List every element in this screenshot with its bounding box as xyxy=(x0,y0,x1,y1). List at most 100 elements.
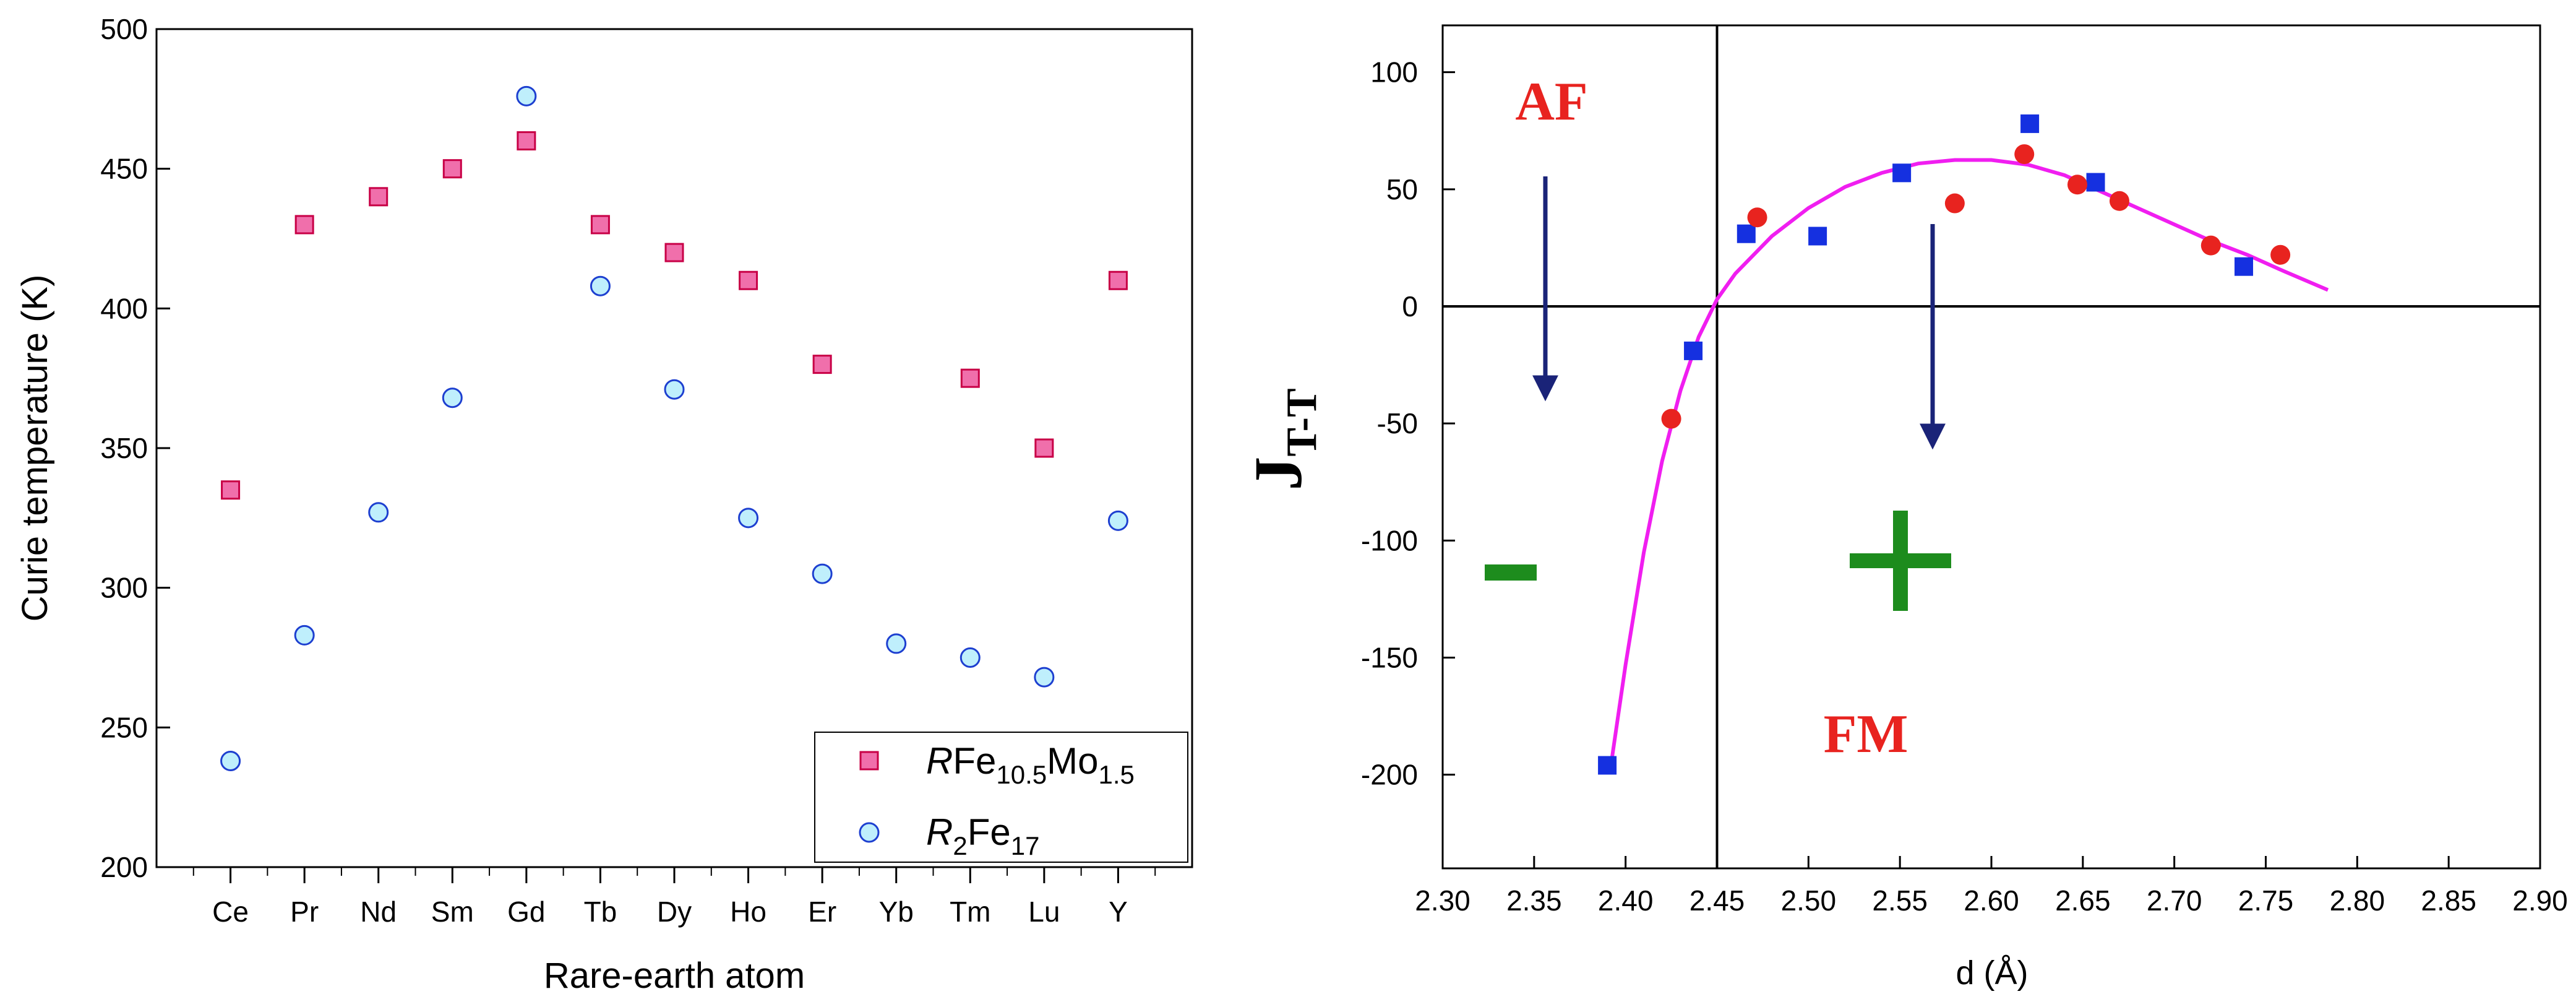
x-tick-label: 2.55 xyxy=(1872,884,1928,917)
x-tick-label: 2.35 xyxy=(1506,884,1562,917)
y-tick-label: -100 xyxy=(1361,524,1418,556)
square-point xyxy=(2235,257,2254,276)
data-marks xyxy=(220,85,1128,771)
x-tick-label: Yb xyxy=(879,896,914,928)
y-axis-label-main: J xyxy=(1240,457,1316,491)
fit-curve xyxy=(1609,158,2329,766)
circle-point xyxy=(368,502,389,523)
legend-label-italic: R xyxy=(926,811,953,853)
annotation-fm: FM xyxy=(1824,704,1908,764)
circle-point xyxy=(1944,193,1965,214)
circle-point xyxy=(294,625,315,646)
square-point xyxy=(1737,224,1756,243)
x-tick-label: 2.45 xyxy=(1689,884,1745,917)
square-point xyxy=(369,187,389,207)
square-point xyxy=(1034,438,1054,458)
y-tick-label: 100 xyxy=(1370,56,1418,89)
square-point xyxy=(1598,756,1617,775)
x-tick-label: Dy xyxy=(657,896,692,928)
y-tick-label: 0 xyxy=(1402,290,1418,322)
x-axis-ticks: Ce Pr Nd Sm Gd Tb Dy Ho Er Yb Tm Lu Y xyxy=(192,867,1156,928)
plot-frame xyxy=(1441,24,2541,870)
circle-point xyxy=(812,563,833,584)
x-tick-label: Ce xyxy=(212,896,249,928)
x-tick-label: Pr xyxy=(290,896,319,928)
data-marks xyxy=(1598,114,2291,775)
x-tick-label: Nd xyxy=(360,896,397,928)
square-point xyxy=(739,270,758,290)
circle-point xyxy=(1747,207,1767,228)
curie-temperature-chart: 200 250 300 350 400 450 500 Ce Pr Nd Sm Gd Tb Dy Ho Er… xyxy=(15,13,1193,996)
y-tick-label: -150 xyxy=(1361,642,1418,674)
square-point xyxy=(590,215,610,235)
x-tick-label: Er xyxy=(808,896,836,928)
x-tick-label: 2.40 xyxy=(1598,884,1654,917)
x-tick-label: 2.90 xyxy=(2512,884,2568,917)
plus-sign-vertical xyxy=(1893,511,1908,611)
square-point xyxy=(960,368,980,388)
circle-point xyxy=(738,508,759,529)
circle-point xyxy=(590,275,611,296)
x-tick-label: 2.80 xyxy=(2330,884,2385,917)
y-axis-label: Curie temperature (K) xyxy=(15,275,55,622)
legend-label-part: 2 xyxy=(953,831,967,860)
square-point xyxy=(517,131,536,151)
square-point xyxy=(664,243,684,262)
circle-point xyxy=(442,387,463,408)
x-tick-label: 2.85 xyxy=(2421,884,2476,917)
square-point xyxy=(2086,173,2105,192)
legend-label-part: Fe xyxy=(953,740,996,782)
x-tick-label: 2.75 xyxy=(2238,884,2294,917)
square-point xyxy=(442,159,462,179)
circle-point xyxy=(1661,408,1681,429)
y-tick-label: 50 xyxy=(1386,173,1418,205)
y-tick-label: 300 xyxy=(100,572,148,604)
circle-point xyxy=(886,633,907,654)
minus-sign xyxy=(1485,564,1537,581)
square-point xyxy=(294,215,314,235)
circle-point xyxy=(664,379,685,400)
square-point xyxy=(2020,114,2040,133)
x-tick-label: 2.70 xyxy=(2147,884,2202,917)
x-tick-label: Gd xyxy=(507,896,545,928)
y-tick-label: 200 xyxy=(100,851,148,883)
annotation-af: AF xyxy=(1515,72,1587,132)
y-tick-label: 350 xyxy=(100,432,148,464)
circle-point xyxy=(2270,244,2291,265)
circle-point xyxy=(960,647,981,668)
circle-point xyxy=(2067,175,2087,195)
x-tick-label: 2.60 xyxy=(1964,884,2019,917)
legend-label-part: Fe xyxy=(968,811,1011,853)
circle-point xyxy=(1107,510,1128,531)
square-point xyxy=(221,480,241,500)
legend-label-part: 1.5 xyxy=(1098,760,1134,789)
x-tick-label: 2.65 xyxy=(2055,884,2111,917)
axis-ticks: 2.30 2.35 2.40 2.45 2.50 2.55 2.60 2.65 2.70 2.75… xyxy=(1361,56,2568,917)
square-point xyxy=(1108,270,1128,290)
circle-point xyxy=(220,750,241,771)
y-tick-label: -50 xyxy=(1377,407,1418,439)
square-point xyxy=(812,355,832,374)
legend-label-italic: R xyxy=(926,740,953,782)
x-tick-label: Tb xyxy=(584,896,617,928)
y-tick-label: 400 xyxy=(100,292,148,324)
square-point xyxy=(1808,227,1827,246)
y-tick-label: 450 xyxy=(100,153,148,185)
x-tick-label: Tm xyxy=(950,896,990,928)
x-axis-label: Rare-earth atom xyxy=(544,956,805,996)
legend-label-part: 17 xyxy=(1011,831,1040,860)
x-tick-label: Lu xyxy=(1028,896,1060,928)
y-tick-label: 500 xyxy=(100,13,148,45)
x-tick-label: Sm xyxy=(431,896,474,928)
legend-label: RFe10.5Mo1.5 xyxy=(926,740,1135,789)
legend-circle-marker xyxy=(859,822,880,843)
x-tick-label: Ho xyxy=(730,896,766,928)
legend-square-marker xyxy=(859,751,879,771)
x-axis-label: d (Å) xyxy=(1956,954,2028,992)
square-point xyxy=(1892,163,1912,183)
x-tick-label: 2.30 xyxy=(1415,884,1470,917)
y-axis-ticks: 200 250 300 350 400 450 500 xyxy=(100,13,170,883)
circle-point xyxy=(2200,235,2221,256)
